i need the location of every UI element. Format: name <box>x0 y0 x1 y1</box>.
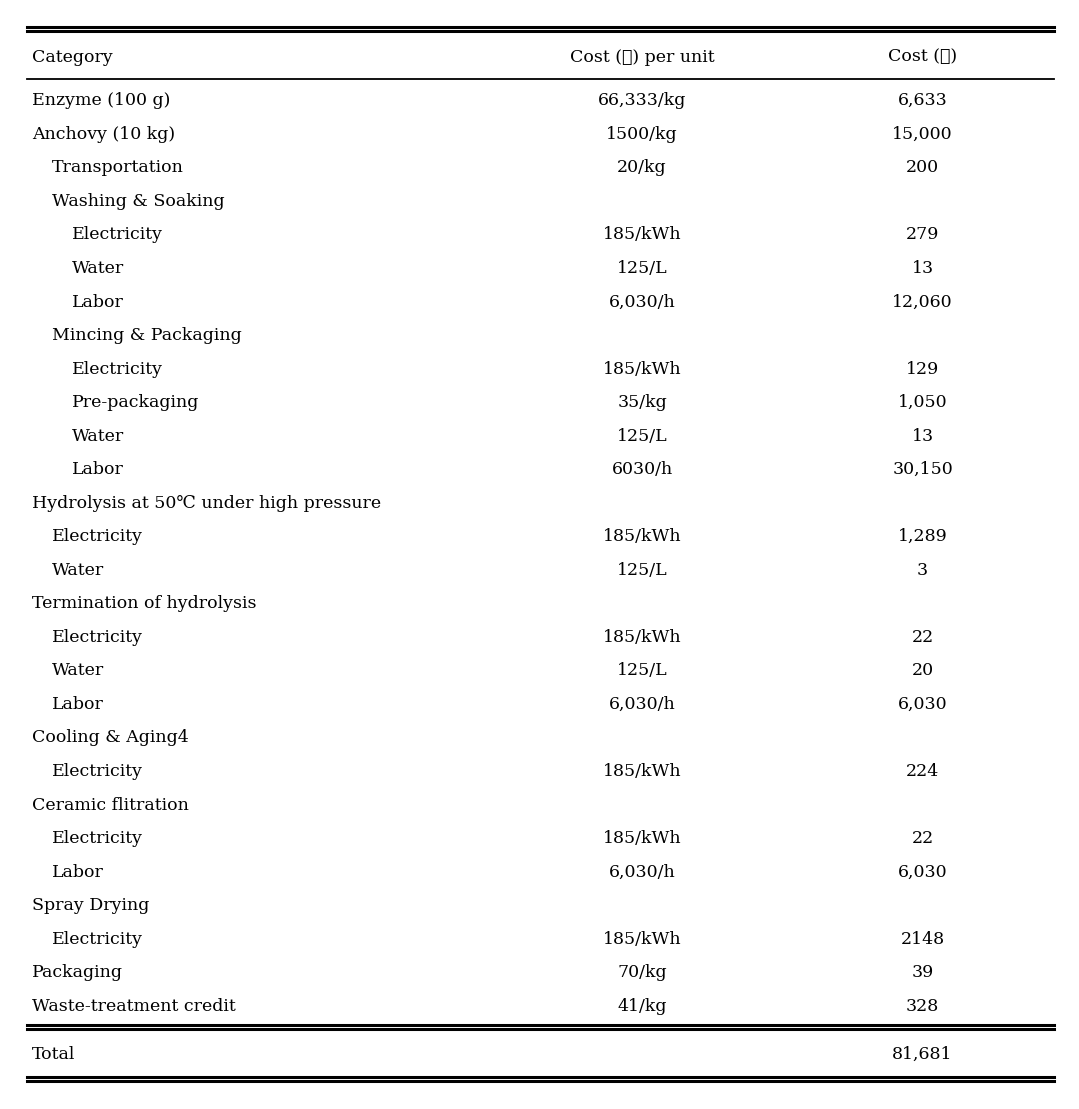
Text: Pre-packaging: Pre-packaging <box>72 394 200 411</box>
Text: Electricity: Electricity <box>53 830 144 847</box>
Text: Mincing & Packaging: Mincing & Packaging <box>53 327 242 344</box>
Text: 6,030/h: 6,030/h <box>609 294 675 311</box>
Text: 81,681: 81,681 <box>892 1046 953 1064</box>
Text: 1,289: 1,289 <box>898 528 947 546</box>
Text: Anchovy (10 kg): Anchovy (10 kg) <box>32 125 176 143</box>
Text: Labor: Labor <box>53 864 105 881</box>
Text: Water: Water <box>53 562 105 579</box>
Text: 328: 328 <box>906 998 939 1015</box>
Text: 12,060: 12,060 <box>892 294 953 311</box>
Text: 41/kg: 41/kg <box>617 998 667 1015</box>
Text: Electricity: Electricity <box>53 528 144 546</box>
Text: Cost (₩): Cost (₩) <box>888 49 957 65</box>
Text: 20: 20 <box>912 662 933 680</box>
Text: Transportation: Transportation <box>53 160 185 176</box>
Text: Ceramic flitration: Ceramic flitration <box>32 796 189 814</box>
Text: 6030/h: 6030/h <box>612 461 672 478</box>
Text: 22: 22 <box>912 629 933 645</box>
Text: 125/L: 125/L <box>617 428 667 445</box>
Text: 185/kWh: 185/kWh <box>603 763 681 780</box>
Text: 6,030: 6,030 <box>898 864 947 881</box>
Text: 13: 13 <box>912 260 933 277</box>
Text: 125/L: 125/L <box>617 662 667 680</box>
Text: 1,050: 1,050 <box>898 394 947 411</box>
Text: Electricity: Electricity <box>72 226 163 244</box>
Text: 185/kWh: 185/kWh <box>603 930 681 948</box>
Text: 185/kWh: 185/kWh <box>603 528 681 546</box>
Text: 13: 13 <box>912 428 933 445</box>
Text: 35/kg: 35/kg <box>617 394 667 411</box>
Text: 185/kWh: 185/kWh <box>603 360 681 377</box>
Text: 2148: 2148 <box>901 930 944 948</box>
Text: 3: 3 <box>917 562 928 579</box>
Text: 30,150: 30,150 <box>892 461 953 478</box>
Text: 129: 129 <box>906 360 939 377</box>
Text: 15,000: 15,000 <box>892 125 953 143</box>
Text: 6,030: 6,030 <box>898 696 947 713</box>
Text: Electricity: Electricity <box>53 629 144 645</box>
Text: Total: Total <box>32 1046 76 1064</box>
Text: Packaging: Packaging <box>32 964 123 981</box>
Text: Category: Category <box>32 49 113 65</box>
Text: 22: 22 <box>912 830 933 847</box>
Text: Waste-treatment credit: Waste-treatment credit <box>32 998 236 1015</box>
Text: 125/L: 125/L <box>617 562 667 579</box>
Text: Hydrolysis at 50℃ under high pressure: Hydrolysis at 50℃ under high pressure <box>32 495 382 511</box>
Text: Water: Water <box>72 260 124 277</box>
Text: 200: 200 <box>906 160 939 176</box>
Text: Cooling & Aging4: Cooling & Aging4 <box>32 730 189 746</box>
Text: Spray Drying: Spray Drying <box>32 897 150 914</box>
Text: 224: 224 <box>906 763 939 780</box>
Text: Washing & Soaking: Washing & Soaking <box>53 193 226 210</box>
Text: 185/kWh: 185/kWh <box>603 629 681 645</box>
Text: Labor: Labor <box>72 461 124 478</box>
Text: 6,030/h: 6,030/h <box>609 696 675 713</box>
Text: Termination of hydrolysis: Termination of hydrolysis <box>32 596 257 612</box>
Text: Electricity: Electricity <box>53 930 144 948</box>
Text: 66,333/kg: 66,333/kg <box>598 92 686 110</box>
Text: Electricity: Electricity <box>72 360 163 377</box>
Text: 185/kWh: 185/kWh <box>603 830 681 847</box>
Text: 185/kWh: 185/kWh <box>603 226 681 244</box>
Text: 6,633: 6,633 <box>898 92 947 110</box>
Text: Labor: Labor <box>53 696 105 713</box>
Text: Water: Water <box>53 662 105 680</box>
Text: 279: 279 <box>906 226 939 244</box>
Text: 20/kg: 20/kg <box>617 160 667 176</box>
Text: 70/kg: 70/kg <box>617 964 667 981</box>
Text: Labor: Labor <box>72 294 124 311</box>
Text: 125/L: 125/L <box>617 260 667 277</box>
Text: Electricity: Electricity <box>53 763 144 780</box>
Text: Enzyme (100 g): Enzyme (100 g) <box>32 92 170 110</box>
Text: Water: Water <box>72 428 124 445</box>
Text: 6,030/h: 6,030/h <box>609 864 675 881</box>
Text: 1500/kg: 1500/kg <box>606 125 678 143</box>
Text: Cost (₩) per unit: Cost (₩) per unit <box>570 49 714 65</box>
Text: 39: 39 <box>912 964 933 981</box>
